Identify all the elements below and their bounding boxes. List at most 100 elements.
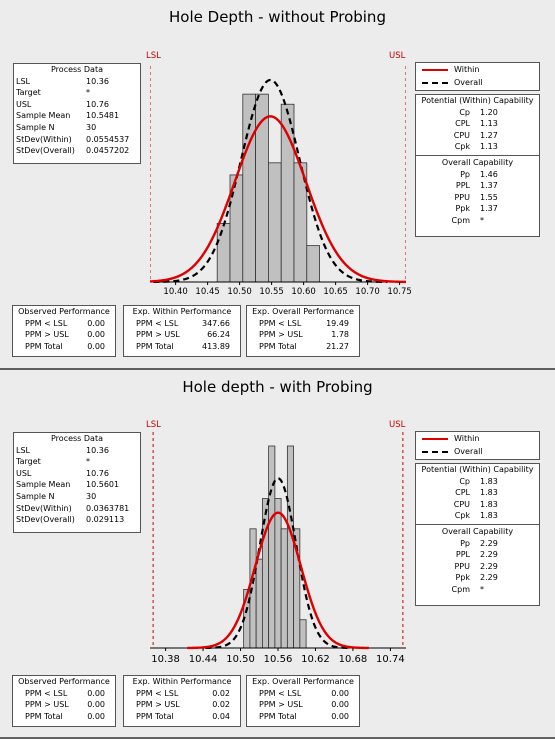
exp-within-title: Exp. Within Performance (132, 677, 232, 686)
stat-row: CPL 1.13 (416, 118, 539, 130)
x-tick-label: 10.44 (188, 654, 218, 665)
x-tick-label: 10.40 (163, 287, 188, 297)
stat-value: 66.24 (207, 330, 230, 340)
stat-value: 413.89 (202, 341, 230, 351)
stat-row: Target * (14, 87, 140, 99)
stat-row: Pp 2.29 (416, 538, 539, 550)
stat-label: PPU (454, 561, 470, 571)
overall-curve (205, 477, 351, 650)
observed-performance-box: Observed Performance PPM < LSL 0.00 PPM > … (12, 675, 116, 727)
exp-within-performance-box: Exp. Within Performance PPM < LSL 347.66 P… (123, 305, 241, 357)
stat-label: PPM Total (25, 341, 63, 351)
stat-value: 30 (86, 491, 97, 501)
exp-overall-rows: PPM < LSL 0.00 PPM > USL 0.00 PPM Total 0.00 (247, 688, 359, 723)
stat-row: PPM < LSL 0.02 (124, 688, 240, 700)
overall-capability-rows: Pp 1.46 PPL 1.37 PPU 1.55 Ppk 1.37 Cpm * (416, 169, 539, 227)
x-tick-label: 10.75 (387, 287, 412, 297)
stat-label: Sample Mean (16, 480, 71, 490)
legend: Within Overall (415, 431, 540, 460)
stat-label: PPM < LSL (259, 688, 302, 698)
legend-item-overall: Overall (416, 76, 539, 89)
stat-value: 0.00 (87, 341, 105, 351)
stat-value: 30 (86, 122, 97, 132)
stat-label: Cpk (454, 142, 470, 152)
stat-label: LSL (16, 445, 30, 455)
lsl-label: LSL (146, 420, 161, 430)
stat-value: * (480, 584, 484, 594)
process-data-rows: LSL 10.36 Target * USL 10.76 Sample Mean 10.560… (14, 445, 140, 526)
stat-value: 0.00 (331, 688, 349, 698)
stat-label: PPM < LSL (259, 318, 302, 328)
stat-value: 21.27 (326, 341, 349, 351)
exp-overall-performance-box: Exp. Overall Performance PPM < LSL 0.00 PP… (246, 675, 360, 727)
stat-value: 10.36 (86, 445, 109, 455)
stat-value: 1.83 (480, 511, 498, 521)
x-tick-label: 10.45 (195, 287, 220, 297)
potential-capability-rows: Cp 1.20 CPL 1.13 CPU 1.27 Cpk 1.13 (416, 107, 539, 153)
stat-row: PPL 1.37 (416, 180, 539, 192)
stat-row: Pp 1.46 (416, 169, 539, 181)
histogram-bar (242, 93, 257, 283)
x-tick-label: 10.56 (263, 654, 293, 665)
stat-row: StDev(Overall) 0.0457202 (14, 145, 140, 157)
histogram-bar (268, 445, 276, 649)
x-tick-label: 10.50 (226, 654, 255, 665)
stat-row: USL 10.76 (14, 99, 140, 111)
stat-row: Cpm * (416, 584, 539, 596)
stat-label: Target (16, 88, 41, 98)
stat-row: PPM Total 0.00 (247, 711, 359, 723)
stat-value: 2.29 (480, 538, 498, 548)
stat-row: PPM Total 0.04 (124, 711, 240, 723)
stat-label: CPU (453, 130, 470, 140)
stat-label: PPM Total (136, 341, 174, 351)
stat-label: PPM > USL (136, 330, 180, 340)
process-data-title: Process Data (51, 434, 103, 443)
stat-label: PPM Total (259, 341, 297, 351)
stat-value: 1.20 (480, 107, 498, 117)
stat-label: PPM Total (136, 711, 174, 721)
stat-value: 347.66 (202, 318, 230, 328)
x-tick-label: 10.60 (291, 287, 316, 297)
histogram-bar (216, 223, 231, 283)
process-data-title: Process Data (51, 65, 103, 74)
stat-row: StDev(Within) 0.0363781 (14, 503, 140, 515)
histogram-plot (150, 432, 406, 651)
stat-value: 0.00 (87, 330, 105, 340)
stat-row: PPM > USL 0.02 (124, 699, 240, 711)
observed-rows: PPM < LSL 0.00 PPM > USL 0.00 PPM Total 0.00 (13, 318, 115, 353)
stat-value: 10.36 (86, 76, 109, 86)
usl-label: USL (389, 420, 406, 430)
overall-capability-title: Overall Capability (441, 157, 514, 167)
stat-value: 2.29 (480, 561, 498, 571)
stat-row: Ppk 1.37 (416, 203, 539, 215)
stat-row: StDev(Within) 0.0554537 (14, 134, 140, 146)
chart-title: Hole Depth - without Probing (169, 8, 386, 26)
stat-label: PPM Total (259, 711, 297, 721)
stat-value: 10.76 (86, 99, 109, 109)
stat-row: LSL 10.36 (14, 76, 140, 88)
stat-row: LSL 10.36 (14, 445, 140, 457)
x-tick-label: 10.68 (338, 654, 368, 665)
stat-value: 0.00 (87, 700, 105, 710)
stat-row: PPM Total 0.00 (13, 341, 115, 353)
stat-label: CPL (455, 488, 470, 498)
stat-label: PPM > USL (259, 700, 303, 710)
stat-row: Cpk 1.13 (416, 141, 539, 153)
stat-label: Pp (460, 538, 470, 548)
stat-label: StDev(Within) (16, 503, 72, 513)
stat-label: PPM Total (25, 711, 63, 721)
stat-label: Pp (460, 169, 470, 179)
stat-value: 1.55 (480, 192, 498, 202)
exp-within-performance-box: Exp. Within Performance PPM < LSL 0.02 PPM… (123, 675, 241, 727)
stat-label: LSL (16, 76, 30, 86)
stat-label: PPM < LSL (25, 318, 68, 328)
stat-value: 1.27 (480, 130, 498, 140)
within-curve (150, 115, 406, 284)
histogram-bar (299, 619, 307, 649)
stat-value: 0.0554537 (86, 134, 130, 144)
lsl-label: LSL (146, 51, 161, 61)
exp-overall-rows: PPM < LSL 19.49 PPM > USL 1.78 PPM Total 21.2… (247, 318, 359, 353)
legend-item-within: Within (416, 63, 539, 76)
stat-row: PPM > USL 66.24 (124, 329, 240, 341)
process-data-box: Process Data LSL 10.36 Target * USL 10.76 Samp… (13, 63, 141, 164)
